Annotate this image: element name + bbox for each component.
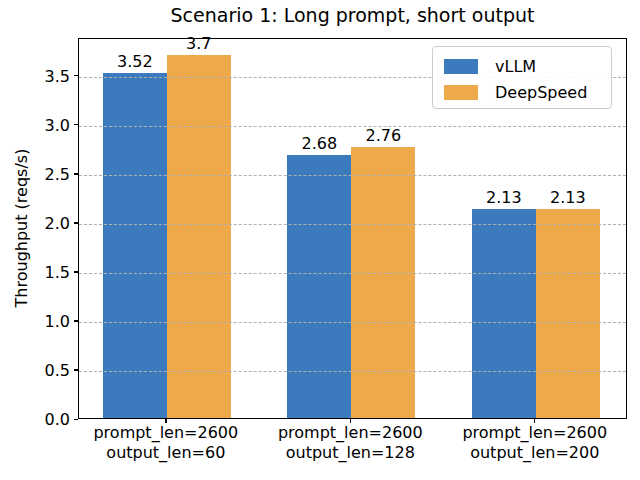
y-tick-mark <box>74 75 78 76</box>
x-tick-label-1: prompt_len=2600output_len=128 <box>278 423 423 463</box>
grid-line <box>79 371 626 372</box>
y-tick-mark <box>74 369 78 370</box>
bar-deepspeed-2 <box>536 209 600 418</box>
y-tick-label: 0.0 <box>0 410 70 429</box>
y-tick-label: 3.5 <box>0 66 70 85</box>
y-tick-label: 2.5 <box>0 164 70 183</box>
x-tick-label-line: prompt_len=2600 <box>93 423 238 443</box>
x-tick-label-line: prompt_len=2600 <box>278 423 423 443</box>
legend-item-vllm: vLLM <box>444 53 611 79</box>
y-tick-label: 3.0 <box>0 115 70 134</box>
x-tick-label-line: output_len=200 <box>462 443 607 463</box>
x-tick-label-2: prompt_len=2600output_len=200 <box>462 423 607 463</box>
bar-deepspeed-0 <box>167 55 231 418</box>
figure: Scenario 1: Long prompt, short output Th… <box>0 0 640 480</box>
y-tick-mark <box>74 419 78 420</box>
bar-value-label: 2.13 <box>550 188 586 207</box>
bar-value-label: 2.76 <box>365 126 401 145</box>
grid-line <box>79 322 626 323</box>
grid-line <box>79 175 626 176</box>
bar-vllm-0 <box>103 73 167 418</box>
bar-deepspeed-1 <box>351 147 415 418</box>
x-tick-label-line: output_len=60 <box>93 443 238 463</box>
legend-swatch-deepspeed <box>444 85 478 100</box>
chart-title: Scenario 1: Long prompt, short output <box>78 4 627 26</box>
y-tick-label: 2.0 <box>0 213 70 232</box>
y-tick-label: 0.5 <box>0 360 70 379</box>
bar-vllm-1 <box>287 155 351 418</box>
x-tick-label-line: prompt_len=2600 <box>462 423 607 443</box>
grid-line <box>79 224 626 225</box>
y-tick-label: 1.0 <box>0 311 70 330</box>
bar-value-label: 2.68 <box>301 134 337 153</box>
y-tick-label: 1.5 <box>0 262 70 281</box>
y-tick-mark <box>74 271 78 272</box>
legend: vLLM DeepSpeed <box>432 46 612 109</box>
y-tick-mark <box>74 222 78 223</box>
bar-value-label: 3.7 <box>186 34 211 53</box>
grid-line <box>79 273 626 274</box>
legend-swatch-vllm <box>444 59 478 74</box>
x-tick-label-line: output_len=128 <box>278 443 423 463</box>
legend-item-deepspeed: DeepSpeed <box>444 79 611 105</box>
y-tick-mark <box>74 320 78 321</box>
y-tick-mark <box>74 173 78 174</box>
x-tick-label-0: prompt_len=2600output_len=60 <box>93 423 238 463</box>
bar-value-label: 3.52 <box>117 52 153 71</box>
bar-value-label: 2.13 <box>486 188 522 207</box>
legend-label-deepspeed: DeepSpeed <box>495 83 587 102</box>
legend-label-vllm: vLLM <box>495 57 536 76</box>
grid-line <box>79 126 626 127</box>
bar-vllm-2 <box>472 209 536 418</box>
y-tick-mark <box>74 124 78 125</box>
